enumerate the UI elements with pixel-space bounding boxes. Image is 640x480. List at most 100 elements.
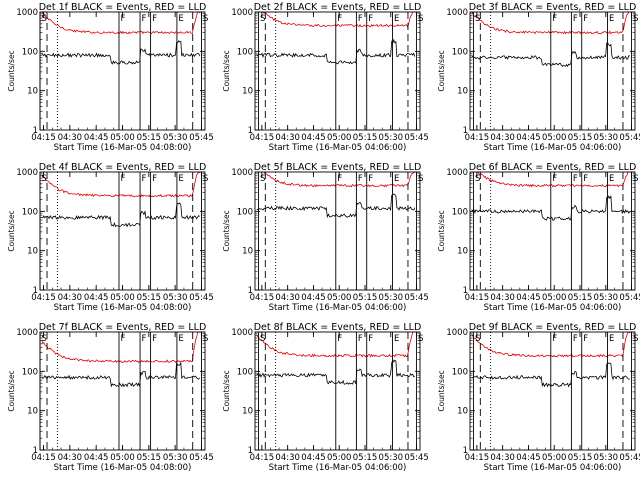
x-tick-label: 05:30	[594, 133, 619, 143]
x-tick-label: 05:45	[189, 453, 214, 463]
plot-frame	[469, 171, 636, 291]
x-tick-label: 04:45	[516, 453, 541, 463]
marker-label: E	[394, 174, 399, 184]
y-tick-label: 10	[242, 87, 253, 97]
x-tick-label: 04:30	[490, 293, 515, 303]
marker-label: S	[260, 174, 265, 184]
panel-title: Det 6f BLACK = Events, RED = LLD	[469, 162, 637, 173]
y-axis-label: Counts/sec	[7, 370, 16, 411]
x-axis-label: Start Time (16-Mar-05 04:06:00)	[269, 463, 407, 473]
marker-label: S	[475, 14, 480, 24]
panel-title: Det 8f BLACK = Events, RED = LLD	[254, 322, 422, 333]
marker-label: F	[552, 334, 557, 344]
marker-label: S	[203, 334, 208, 344]
y-tick-label: 100	[237, 367, 253, 377]
plot-frame	[39, 171, 206, 291]
marker-label: S	[418, 334, 423, 344]
y-tick-label: 100	[452, 207, 468, 217]
marker-label: F	[573, 14, 578, 24]
panel-title: Det 1f BLACK = Events, RED = LLD	[39, 2, 207, 13]
x-tick-label: 05:30	[379, 133, 404, 143]
x-tick-label: 04:15	[250, 293, 275, 303]
y-tick-label: 1	[463, 126, 468, 136]
y-tick-label: 1	[248, 126, 253, 136]
x-tick-label: 05:00	[542, 133, 567, 143]
y-tick-label: 1000	[446, 168, 468, 178]
y-tick-label: 10	[457, 87, 468, 97]
panel-title: Det 5f BLACK = Events, RED = LLD	[254, 162, 422, 173]
y-tick-label: 100	[237, 207, 253, 217]
marker-label: F	[358, 334, 363, 344]
x-tick-label: 04:45	[516, 133, 541, 143]
y-axis-label: Counts/sec	[7, 50, 16, 91]
x-axis-label: Start Time (16-Mar-05 04:06:00)	[269, 303, 407, 313]
panel-title: Det 2f BLACK = Events, RED = LLD	[254, 2, 422, 13]
plot-frame	[39, 331, 206, 451]
marker-label: E	[178, 14, 183, 24]
panel-title: Det 4f BLACK = Events, RED = LLD	[39, 162, 207, 173]
x-tick-label: 04:30	[275, 133, 300, 143]
x-tick-label: 05:00	[542, 293, 567, 303]
marker-label: F	[552, 14, 557, 24]
x-tick-label: 04:15	[465, 133, 490, 143]
x-tick-label: 04:45	[301, 453, 326, 463]
marker-label: F	[583, 14, 588, 24]
x-axis-label: Start Time (16-Mar-05 04:08:00)	[54, 463, 192, 473]
x-tick-label: 05:30	[163, 453, 188, 463]
series-lld-line	[41, 332, 201, 363]
marker-label: F	[583, 334, 588, 344]
marker-label: E	[178, 174, 183, 184]
marker-label: F	[583, 174, 588, 184]
x-tick-label: 04:30	[275, 293, 300, 303]
y-axis-label: Counts/sec	[7, 210, 16, 251]
marker-label: F	[573, 334, 578, 344]
x-tick-label: 05:30	[379, 453, 404, 463]
x-tick-label: 05:00	[542, 453, 567, 463]
x-tick-label: 04:30	[58, 453, 83, 463]
y-axis-label: Counts/sec	[437, 210, 446, 251]
y-tick-label: 1000	[16, 168, 38, 178]
x-tick-label: 04:15	[250, 133, 275, 143]
marker-label: F	[368, 14, 373, 24]
x-tick-label: 05:45	[404, 453, 429, 463]
plot-frame	[469, 11, 636, 131]
series-events-line	[41, 361, 200, 388]
marker-label: F	[142, 174, 147, 184]
y-tick-label: 1000	[16, 328, 38, 338]
y-tick-label: 1000	[16, 8, 38, 18]
y-tick-label: 10	[457, 407, 468, 417]
marker-label: F	[142, 334, 147, 344]
marker-label: S	[475, 174, 480, 184]
marker-label: F	[120, 14, 125, 24]
x-tick-label: 05:15	[568, 453, 593, 463]
y-tick-label: 100	[452, 367, 468, 377]
plot-frame	[469, 331, 636, 451]
x-tick-label: 05:30	[163, 133, 188, 143]
x-tick-label: 04:15	[31, 293, 56, 303]
marker-label: S	[633, 174, 638, 184]
y-tick-label: 1000	[446, 8, 468, 18]
x-tick-label: 04:15	[465, 293, 490, 303]
marker-label: S	[42, 174, 47, 184]
marker-label: E	[394, 334, 399, 344]
x-tick-label: 05:00	[327, 293, 352, 303]
x-tick-label: 05:45	[404, 133, 429, 143]
x-tick-label: 05:00	[110, 453, 135, 463]
y-tick-label: 1000	[446, 328, 468, 338]
marker-label: F	[368, 174, 373, 184]
x-tick-label: 05:15	[137, 133, 162, 143]
marker-label: F	[552, 174, 557, 184]
x-tick-label: 04:15	[250, 453, 275, 463]
panel-title: Det 7f BLACK = Events, RED = LLD	[39, 322, 207, 333]
x-tick-label: 05:45	[619, 133, 640, 143]
marker-label: F	[358, 14, 363, 24]
panel-title: Det 3f BLACK = Events, RED = LLD	[469, 2, 637, 13]
marker-label: F	[358, 174, 363, 184]
y-tick-label: 10	[27, 407, 38, 417]
x-tick-label: 05:15	[353, 453, 378, 463]
panel-title: Det 9f BLACK = Events, RED = LLD	[469, 322, 637, 333]
